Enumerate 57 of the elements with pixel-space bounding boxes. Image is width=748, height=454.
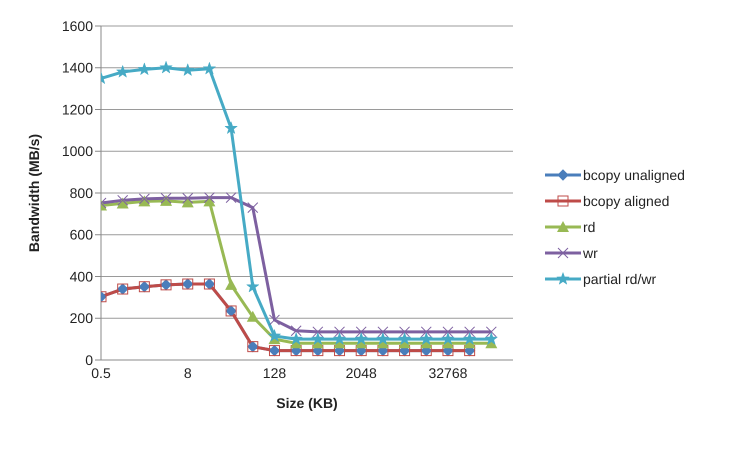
y-tick-label: 1000 [62,143,94,160]
point [138,62,151,75]
point [290,325,302,336]
point [442,332,454,345]
point [247,202,258,214]
legend-label: rd [583,219,596,235]
y-tick-label: 1200 [62,101,94,118]
y-tick-label: 1600 [62,18,94,34]
x-tick-label: 128 [262,364,286,381]
y-tick-label: 600 [70,226,94,243]
point [333,332,346,345]
point [463,332,476,345]
point [182,192,194,204]
point [225,278,238,290]
point [420,332,433,345]
point [399,326,410,338]
point [116,65,130,78]
legend-label: wr [583,245,598,261]
point [181,64,194,76]
y-axis-title: Bandwidth (MB/s) [26,134,42,252]
point [420,326,432,338]
point [464,326,476,338]
point [246,280,260,292]
point [334,326,346,338]
point [204,192,215,204]
y-tick-label: 200 [70,310,94,326]
point [202,62,216,74]
point [246,310,259,322]
x-tick-label: 8 [184,364,192,381]
y-tick-label: 1400 [62,60,94,76]
x-axis-title: Size (KB) [276,395,338,411]
point [354,332,368,345]
point [376,332,390,345]
point [268,329,281,342]
point [311,332,324,345]
point [356,326,367,338]
point [160,61,172,74]
point [290,332,303,345]
point [398,332,412,345]
point [484,332,498,345]
x-tick-label: 2048 [346,364,377,381]
y-tick-label: 800 [70,184,94,201]
point [117,194,128,206]
point [486,326,497,338]
legend-label: partial rd/wr [583,271,656,287]
point [312,326,324,338]
legend-label: bcopy unaligned [583,167,685,183]
point [226,192,237,204]
point [377,326,388,338]
legend-label: bcopy aligned [583,193,670,209]
y-tick-label: 0 [85,352,94,368]
x-tick-label: 0.5 [91,364,111,381]
y-tick-label: 400 [70,268,94,284]
point [268,314,280,326]
x-tick-label: 32768 [428,364,468,381]
point [442,326,454,338]
point [224,122,238,134]
